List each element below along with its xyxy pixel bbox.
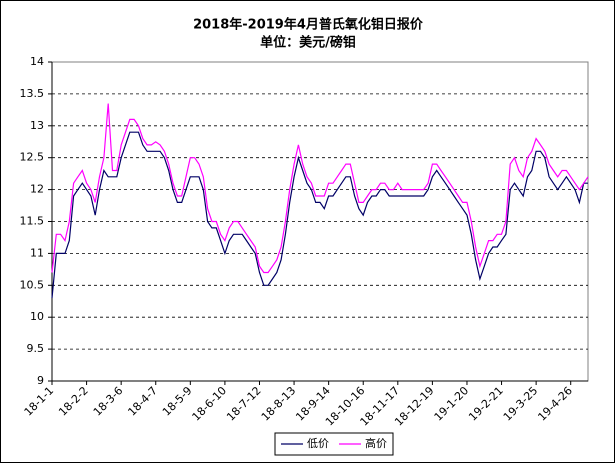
y-tick-label: 13: [30, 119, 44, 132]
y-tick-label: 10: [30, 310, 44, 323]
y-tick-label: 13.5: [20, 87, 45, 100]
y-tick-label: 10.5: [20, 278, 45, 291]
chart-title: 2018年-2019年4月普氏氧化钼日报价: [193, 17, 424, 33]
chart-subtitle: 单位：美元/磅钼: [260, 35, 356, 51]
legend-label: 低价: [307, 437, 329, 450]
y-tick-label: 12.5: [20, 151, 45, 164]
y-tick-label: 9: [37, 374, 44, 387]
y-tick-label: 12: [30, 183, 44, 196]
line-series: [51, 131, 588, 299]
legend-label: 高价: [365, 436, 387, 450]
y-tick-label: 9.5: [27, 342, 45, 355]
y-tick-label: 11.5: [20, 215, 45, 228]
line-series: [51, 103, 589, 274]
y-tick-label: 14: [30, 55, 44, 68]
legend-box: [274, 432, 394, 456]
y-tick-label: 11: [30, 246, 44, 259]
